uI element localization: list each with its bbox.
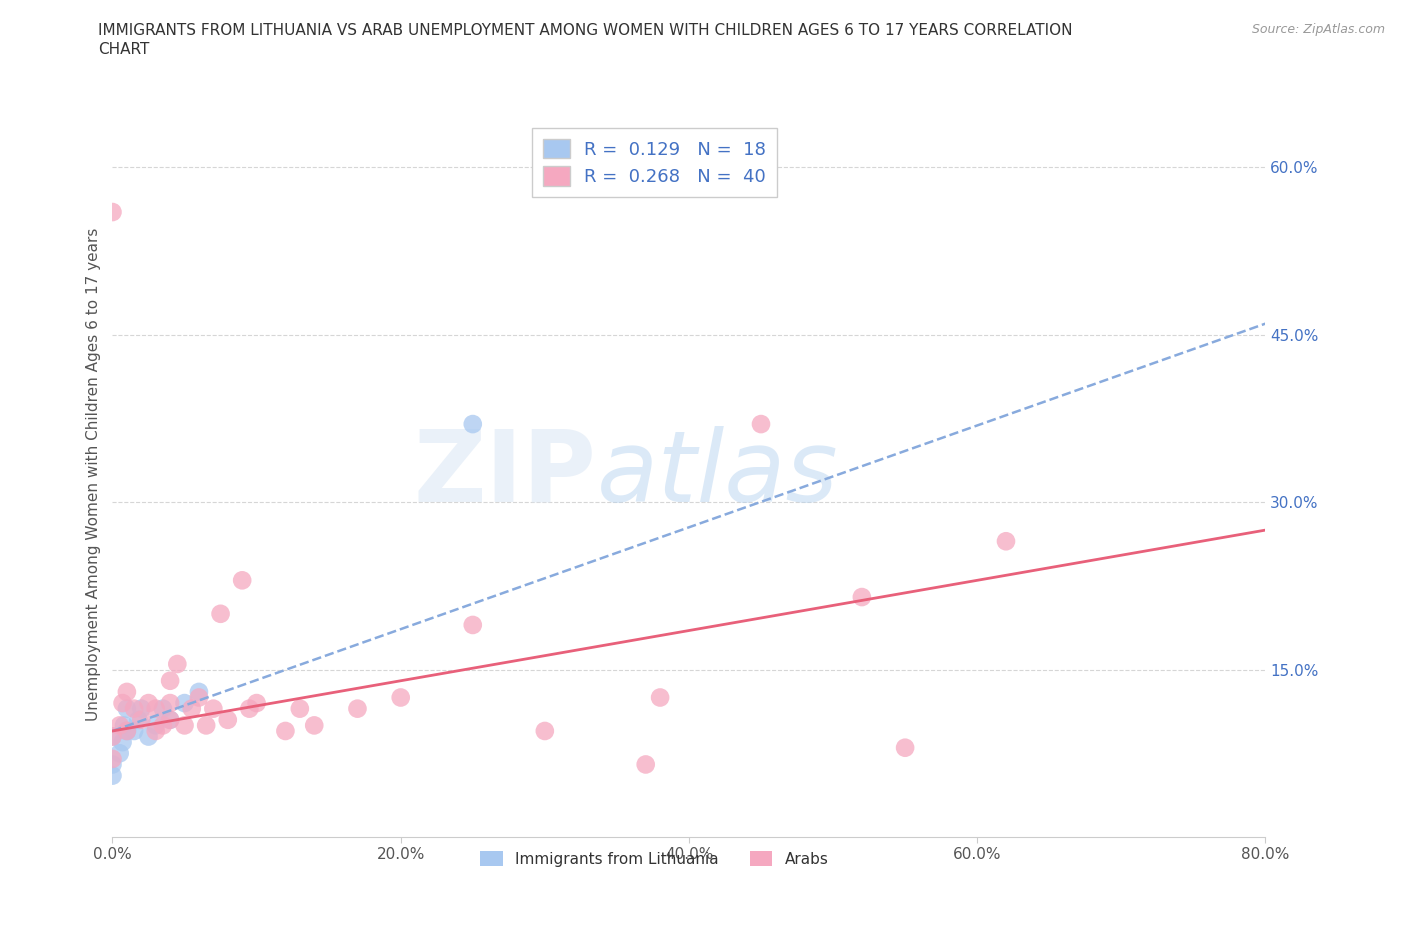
Point — [634, 757, 657, 772]
Point — [461, 618, 484, 632]
Point — [129, 712, 153, 727]
Point — [195, 718, 218, 733]
Text: CHART: CHART — [98, 42, 150, 57]
Point — [115, 724, 138, 738]
Point — [152, 718, 174, 733]
Text: IMMIGRANTS FROM LITHUANIA VS ARAB UNEMPLOYMENT AMONG WOMEN WITH CHILDREN AGES 6 : IMMIGRANTS FROM LITHUANIA VS ARAB UNEMPL… — [98, 23, 1073, 38]
Point — [115, 724, 138, 738]
Point — [138, 696, 160, 711]
Point — [238, 701, 260, 716]
Point — [217, 712, 239, 727]
Point — [112, 718, 135, 733]
Point — [101, 729, 124, 744]
Point — [159, 712, 181, 727]
Point — [389, 690, 412, 705]
Point — [173, 718, 195, 733]
Point — [122, 701, 145, 716]
Point — [159, 712, 181, 727]
Point — [108, 746, 131, 761]
Point — [159, 696, 181, 711]
Point — [202, 701, 225, 716]
Point — [108, 718, 131, 733]
Point — [534, 724, 557, 738]
Point — [650, 690, 672, 705]
Point — [173, 696, 195, 711]
Point — [111, 696, 134, 711]
Point — [180, 701, 202, 716]
Point — [894, 740, 917, 755]
Point — [304, 718, 326, 733]
Point — [346, 701, 368, 716]
Text: ZIP: ZIP — [413, 426, 596, 523]
Point — [188, 684, 211, 699]
Point — [231, 573, 253, 588]
Point — [115, 684, 138, 699]
Point — [166, 657, 188, 671]
Point — [159, 673, 181, 688]
Point — [101, 768, 124, 783]
Point — [152, 701, 174, 716]
Point — [209, 606, 232, 621]
Y-axis label: Unemployment Among Women with Children Ages 6 to 17 years: Unemployment Among Women with Children A… — [86, 228, 101, 721]
Point — [851, 590, 873, 604]
Point — [145, 718, 167, 733]
Point — [101, 729, 124, 744]
Point — [246, 696, 269, 711]
Point — [138, 729, 160, 744]
Point — [145, 724, 167, 738]
Text: atlas: atlas — [596, 426, 838, 523]
Point — [101, 205, 124, 219]
Point — [749, 417, 772, 432]
Point — [101, 751, 124, 766]
Text: Source: ZipAtlas.com: Source: ZipAtlas.com — [1251, 23, 1385, 36]
Legend: Immigrants from Lithuania, Arabs: Immigrants from Lithuania, Arabs — [474, 844, 835, 873]
Point — [115, 701, 138, 716]
Point — [995, 534, 1018, 549]
Point — [461, 417, 484, 432]
Point — [129, 701, 153, 716]
Point — [101, 757, 124, 772]
Point — [145, 701, 167, 716]
Point — [274, 724, 297, 738]
Point — [188, 690, 211, 705]
Point — [111, 735, 134, 750]
Point — [288, 701, 311, 716]
Point — [127, 712, 149, 727]
Point — [122, 724, 145, 738]
